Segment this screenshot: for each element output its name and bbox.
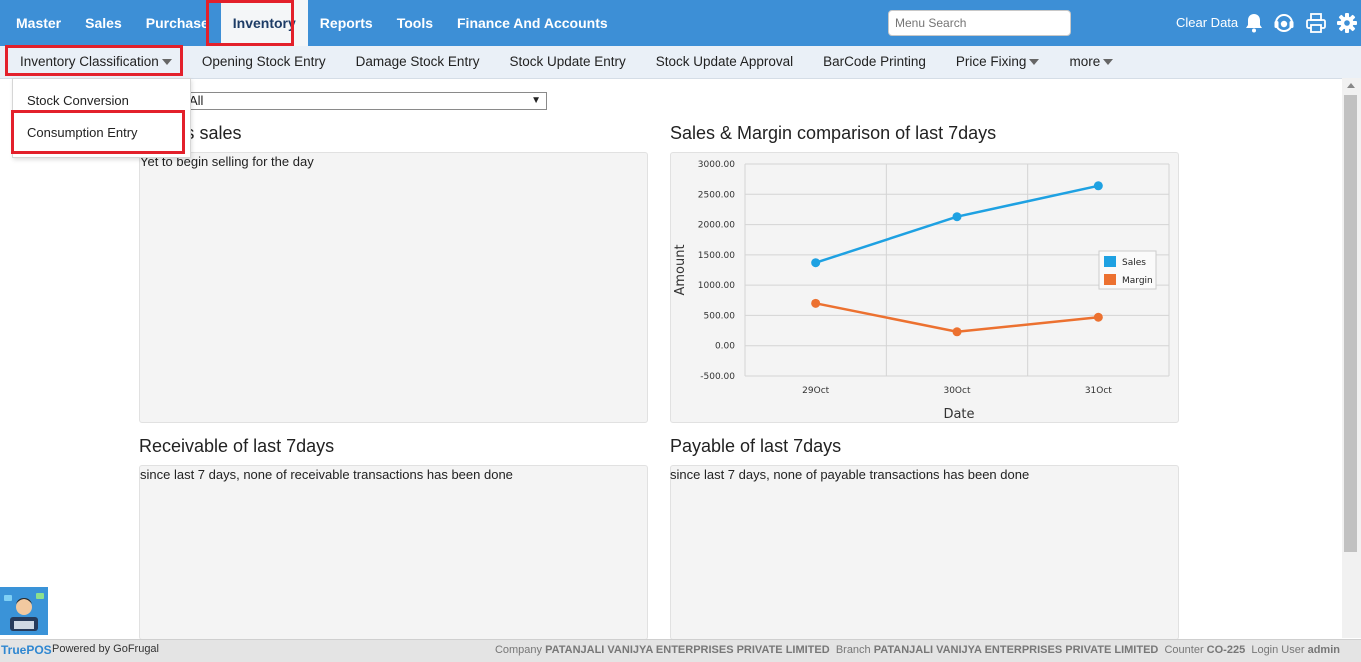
x-tick-label: 29Oct — [802, 386, 829, 396]
menu-reports[interactable]: Reports — [319, 15, 373, 31]
sub-stock-update-entry[interactable]: Stock Update Entry — [509, 54, 626, 69]
company-value: PATANJALI VANIJYA ENTERPRISES PRIVATE LI… — [545, 644, 830, 656]
chevron-down-icon — [1029, 59, 1040, 66]
y-tick-label: 1500.00 — [698, 251, 735, 261]
data-point-margin — [811, 298, 821, 308]
y-tick-label: 0.00 — [715, 342, 735, 352]
menu-sales[interactable]: Sales — [85, 15, 122, 31]
sales-margin-line-chart: 3000.00 2500.00 2000.00 1500.00 1000.00 500.0… — [673, 160, 1170, 422]
x-tick-label: 31Oct — [1085, 386, 1112, 396]
receivable-message: since last 7 days, none of receivable tr… — [140, 467, 513, 482]
sales-margin-chart-panel: 3000.00 2500.00 2000.00 1500.00 1000.00 500.0… — [670, 152, 1179, 423]
menu-inventory[interactable]: Inventory — [220, 0, 308, 46]
sub-price-fixing-label: Price Fixing — [955, 54, 1027, 69]
payable-message: since last 7 days, none of payable trans… — [670, 467, 1030, 482]
powered-by-text: Powered by GoFrugal — [52, 643, 159, 655]
y-tick-label: 3000.00 — [698, 160, 735, 170]
legend-swatch-margin — [1104, 274, 1116, 285]
data-point-sales — [952, 212, 962, 222]
chart-plot-area — [745, 164, 1169, 376]
sub-more[interactable]: more — [1054, 46, 1128, 78]
sub-opening-stock-entry[interactable]: Opening Stock Entry — [201, 54, 326, 69]
receivable-panel — [139, 465, 648, 640]
menu-finance-and-accounts[interactable]: Finance And Accounts — [457, 15, 608, 31]
payable-panel — [670, 465, 1179, 640]
bell-icon[interactable] — [1243, 12, 1265, 34]
inventory-classification-dropdown: Stock Conversion Consumption Entry — [12, 78, 191, 158]
sub-more-label: more — [1069, 54, 1101, 69]
printer-icon[interactable] — [1305, 12, 1327, 34]
scrollbar-thumb[interactable] — [1344, 95, 1357, 552]
dropdown-item-stock-conversion[interactable]: Stock Conversion — [27, 93, 129, 108]
sales-margin-title: Sales & Margin comparison of last 7days — [670, 123, 997, 143]
x-axis-label: Date — [943, 407, 974, 422]
y-tick-label: 500.00 — [704, 311, 736, 321]
counter-label: Counter — [1164, 644, 1204, 656]
y-tick-label: 2500.00 — [698, 190, 735, 200]
y-tick-label: -500.00 — [700, 372, 735, 382]
branch-value: PATANJALI VANIJYA ENTERPRISES PRIVATE LI… — [873, 644, 1159, 656]
receivable-title: Receivable of last 7days — [139, 436, 335, 456]
y-axis-label: Amount — [673, 244, 688, 295]
truepos-logo: TruePOS — [1, 643, 52, 657]
menu-search-input[interactable] — [888, 10, 1071, 36]
data-point-sales — [1093, 181, 1103, 191]
gear-icon[interactable] — [1336, 12, 1358, 34]
clear-data-link[interactable]: Clear Data — [1176, 15, 1239, 30]
branch-label: Branch — [835, 644, 871, 656]
login-user-value: admin — [1307, 644, 1340, 656]
menu-purchase[interactable]: Purchase — [145, 15, 209, 31]
todays-sales-title: 's sales — [182, 123, 242, 143]
footer-session-info: Company PATANJALI VANIJYA ENTERPRISES PR… — [495, 644, 1340, 656]
data-point-margin — [952, 327, 962, 337]
menu-tools[interactable]: Tools — [396, 15, 433, 31]
legend-label-margin: Margin — [1122, 276, 1153, 286]
payable-title: Payable of last 7days — [670, 436, 842, 456]
legend-label-sales: Sales — [1122, 258, 1146, 268]
top-navigation-bar: Master Sales Purchase Inventory Reports … — [0, 0, 1361, 46]
legend-swatch-sales — [1104, 256, 1116, 267]
menu-master[interactable]: Master — [16, 15, 62, 31]
scroll-up-icon[interactable] — [1347, 83, 1355, 88]
status-footer — [0, 639, 1361, 662]
chevron-down-icon — [1103, 59, 1114, 66]
data-point-sales — [811, 258, 821, 268]
data-point-margin — [1093, 312, 1103, 322]
y-tick-label: 2000.00 — [698, 221, 735, 231]
company-label: Company — [494, 644, 543, 656]
todays-sales-panel — [139, 152, 648, 423]
sub-inventory-classification-label: Inventory Classification — [20, 54, 159, 69]
support-avatar[interactable] — [0, 587, 48, 635]
filter-selected-value: All — [189, 93, 204, 108]
login-user-label: Login User — [1251, 644, 1305, 656]
sub-price-fixing[interactable]: Price Fixing — [941, 46, 1055, 78]
filter-select[interactable]: All ▼ — [180, 92, 547, 110]
sub-barcode-printing[interactable]: BarCode Printing — [823, 54, 926, 69]
dropdown-item-consumption-entry[interactable]: Consumption Entry — [27, 125, 138, 140]
inventory-sub-navigation: Inventory Classification Opening Stock E… — [0, 46, 1361, 79]
x-tick-label: 30Oct — [943, 386, 970, 396]
sub-stock-update-approval[interactable]: Stock Update Approval — [655, 54, 794, 69]
main-menu: Master Sales Purchase Inventory Reports … — [0, 0, 620, 46]
sub-inventory-classification[interactable]: Inventory Classification — [0, 46, 187, 78]
chevron-down-icon — [161, 59, 172, 66]
support-person-icon — [4, 593, 44, 631]
counter-value: CO-225 — [1206, 644, 1246, 656]
sub-damage-stock-entry[interactable]: Damage Stock Entry — [355, 54, 480, 69]
support-headset-icon[interactable] — [1273, 12, 1295, 34]
y-tick-label: 1000.00 — [698, 281, 735, 291]
select-arrow-icon: ▼ — [531, 95, 541, 106]
